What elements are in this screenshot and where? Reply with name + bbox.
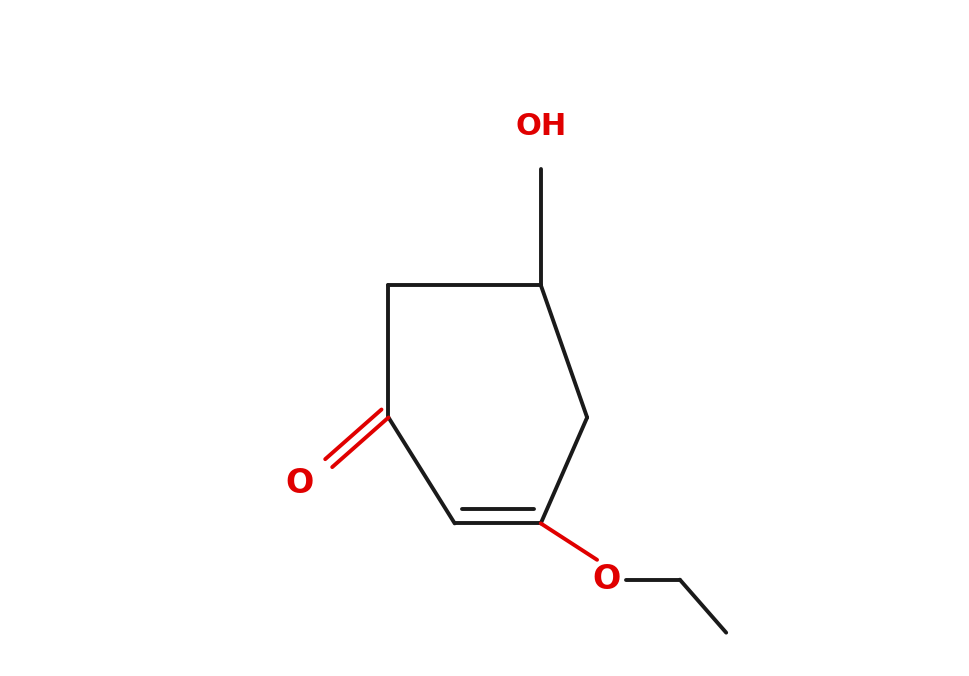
Text: O: O: [285, 467, 313, 500]
Text: OH: OH: [516, 112, 567, 141]
Text: O: O: [593, 563, 621, 596]
